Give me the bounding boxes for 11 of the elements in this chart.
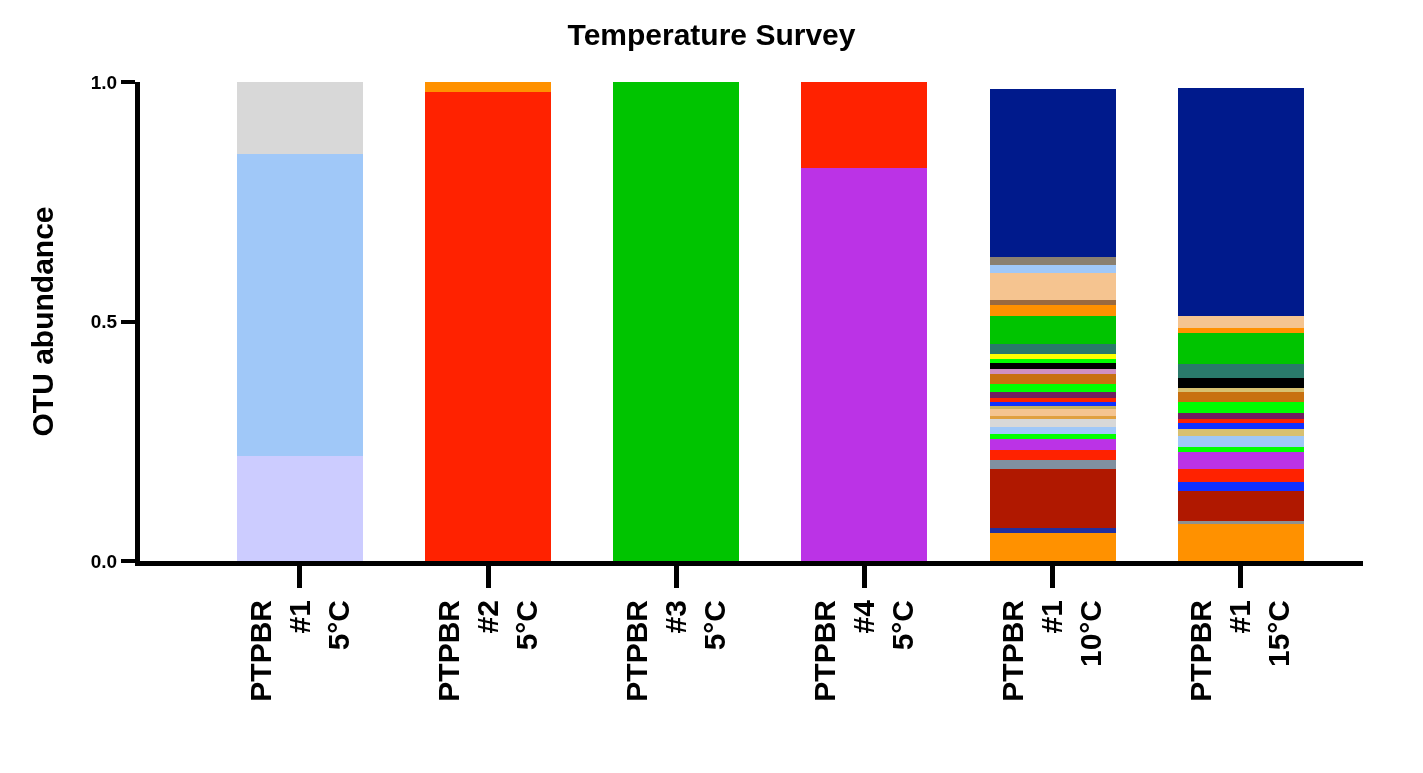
x-tick-label: PTPBR #2 5°C — [431, 599, 543, 702]
chart-title: Temperature Survey — [567, 18, 856, 52]
y-axis-title: OTU abundance — [25, 206, 59, 437]
x-tick-label: PTPBR #1 15°C — [1184, 599, 1296, 702]
x-tick-label: PTPBR #3 5°C — [619, 599, 731, 702]
y-tick-label: 0.5 — [90, 311, 118, 333]
x-tick-label: PTPBR #1 10°C — [996, 599, 1108, 702]
y-tick-label: 0.0 — [90, 550, 118, 572]
x-tick-label: PTPBR #1 5°C — [243, 599, 355, 702]
y-tick-label: 1.0 — [90, 71, 118, 93]
x-tick-label: PTPBR #4 5°C — [808, 599, 920, 702]
